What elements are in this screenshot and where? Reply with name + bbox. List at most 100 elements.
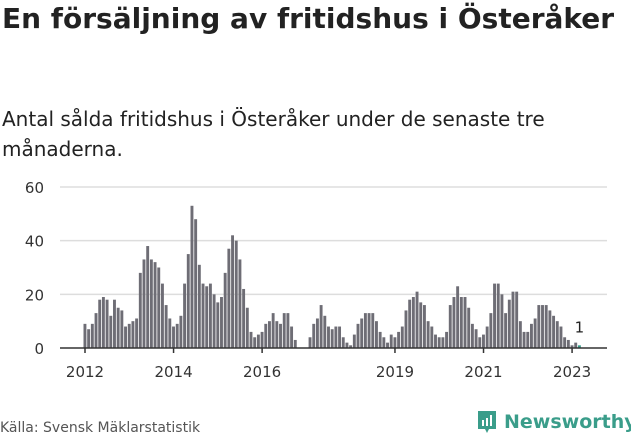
bar (566, 339, 570, 348)
bar (268, 321, 271, 348)
bar (183, 283, 187, 348)
newsworthy-logo[interactable]: Newsworthy (476, 409, 631, 435)
bar (352, 334, 356, 348)
bar (430, 326, 434, 348)
bar (308, 337, 312, 348)
bar (105, 299, 109, 348)
bar (482, 334, 485, 348)
bar (478, 337, 482, 348)
bar (518, 321, 522, 348)
bar (282, 313, 286, 348)
y-tick-label: 0 (34, 340, 44, 358)
bar (356, 323, 360, 348)
bar (537, 305, 541, 348)
bar (223, 272, 227, 348)
bar (511, 291, 515, 348)
bar (515, 291, 519, 348)
bar (323, 315, 327, 348)
chart-title: En försäljning av fritidshus i Österåker (2, 2, 615, 35)
bar (367, 313, 371, 348)
bar (98, 299, 102, 348)
bar (113, 299, 116, 348)
bar (544, 305, 548, 348)
y-tick-label: 60 (25, 179, 44, 197)
bar (271, 313, 275, 348)
bar (197, 264, 201, 348)
bar (408, 299, 412, 348)
x-tick-label: 2021 (464, 363, 502, 381)
bar (124, 326, 127, 348)
bar (404, 310, 408, 348)
bar (349, 345, 353, 348)
bar (541, 305, 544, 348)
bar (411, 297, 415, 348)
bar (109, 315, 113, 348)
bar (94, 313, 98, 348)
bar (205, 286, 209, 348)
bar (90, 323, 94, 348)
bar (426, 321, 430, 348)
y-tick-label: 40 (25, 233, 44, 251)
bar (238, 259, 242, 348)
bar (234, 240, 238, 348)
bar (135, 318, 139, 348)
bar (463, 297, 467, 348)
bar (548, 310, 552, 348)
bar (570, 345, 574, 348)
bar (275, 321, 279, 348)
bar (389, 334, 393, 348)
source-note: Källa: Svensk Mäklarstatistik (0, 420, 201, 436)
bar (445, 331, 449, 348)
bar (186, 254, 190, 348)
bar (315, 318, 319, 348)
bar (574, 342, 578, 348)
bar (459, 297, 463, 348)
bar (496, 283, 500, 348)
brand-name: Newsworthy (504, 411, 631, 433)
bar (194, 219, 198, 348)
bar (415, 291, 419, 348)
bar (441, 337, 445, 348)
bar (489, 313, 493, 348)
x-tick-label: 2019 (376, 363, 414, 381)
bar (467, 307, 471, 348)
x-tick-label: 2023 (553, 363, 591, 381)
x-tick-label: 2012 (66, 363, 104, 381)
bar (563, 337, 567, 348)
bar (160, 283, 164, 348)
bar (83, 323, 87, 348)
bar (116, 307, 120, 348)
bar (533, 318, 537, 348)
bar (529, 323, 533, 348)
bar (227, 248, 231, 348)
bar (190, 205, 194, 348)
bar (345, 342, 349, 348)
bar (456, 286, 460, 348)
bar (500, 294, 504, 348)
bar (168, 318, 172, 348)
bar (142, 259, 146, 348)
bar (555, 321, 559, 348)
bar (216, 302, 220, 348)
bar (245, 307, 249, 348)
bar (360, 318, 364, 348)
bar (120, 310, 124, 348)
bar (131, 321, 135, 348)
bar (448, 305, 452, 348)
bar (138, 272, 142, 348)
bar (253, 337, 257, 348)
bar (419, 302, 423, 348)
bar (386, 342, 389, 348)
bar (338, 326, 342, 348)
bar (422, 305, 426, 348)
bar (504, 313, 508, 348)
bar (526, 331, 530, 348)
bar (146, 246, 150, 348)
bar (334, 326, 338, 348)
bar (393, 337, 397, 348)
bar (242, 288, 246, 348)
bar (179, 315, 183, 348)
y-tick-label: 20 (25, 286, 44, 304)
x-tick-label: 2016 (243, 363, 281, 381)
